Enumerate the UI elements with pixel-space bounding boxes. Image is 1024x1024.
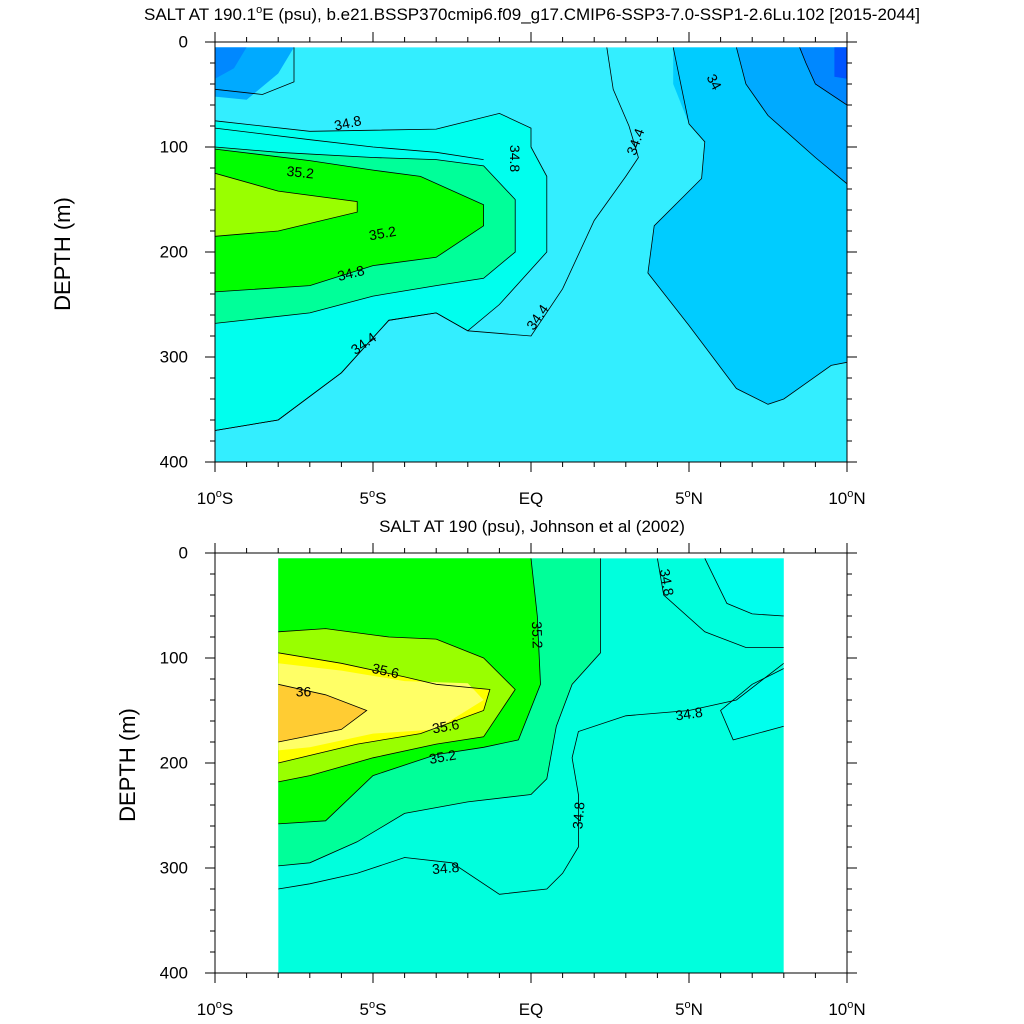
contour-line [720, 668, 784, 741]
contour-line [278, 662, 784, 895]
contour-label: 35.2 [368, 223, 398, 244]
x-tick-label: 5oS [360, 999, 387, 1019]
x-tick-label: 10oN [828, 999, 865, 1019]
y-tick-label: 0 [179, 33, 188, 52]
contour-field: 34.8 35.2 35.6 36 35.6 35.2 34.8 34.8 34.8 [278, 558, 784, 973]
contour-field: 34.835.235.234.834.434.834.434.434 [215, 47, 847, 462]
contour-label: 34 [704, 71, 726, 92]
x-tick-label: 5oS [360, 488, 387, 508]
y-tick-label: 0 [179, 544, 188, 563]
contour-line [215, 146, 516, 324]
model-y-axis-label: DEPTH (m) [50, 197, 75, 311]
contour-line [215, 47, 639, 431]
contour-label: 34.8 [674, 704, 703, 724]
contour-line [278, 652, 491, 764]
contour-label: 34.8 [657, 568, 678, 598]
observed-salinity-panel: SALT AT 190 (psu), Johnson et al (2002) … [115, 517, 866, 1019]
observed-panel-title: SALT AT 190 (psu), Johnson et al (2002) [379, 517, 685, 536]
x-tick-label: 10oN [828, 488, 865, 508]
contour-label: 36 [296, 684, 312, 700]
y-tick-label: 300 [160, 859, 188, 878]
y-tick-label: 400 [160, 964, 188, 983]
contour-label: 34.8 [336, 262, 367, 284]
contour-line [704, 558, 784, 617]
contour-fill-region [215, 47, 247, 79]
contour-line [647, 47, 847, 405]
contour-label: 34.8 [333, 112, 363, 133]
contour-line [799, 47, 847, 106]
model-contour-plot: 34.835.235.234.834.434.834.434.434010020… [160, 32, 866, 508]
contour-line [278, 683, 368, 743]
contour-label: 35.2 [428, 746, 458, 767]
x-tick-label: EQ [519, 489, 544, 508]
contour-line [215, 47, 295, 95]
y-tick-label: 300 [160, 348, 188, 367]
x-tick-label: 5oN [675, 999, 703, 1019]
contour-fill-region [720, 668, 784, 740]
y-tick-label: 200 [160, 243, 188, 262]
y-tick-label: 200 [160, 754, 188, 773]
contour-label: 34.8 [569, 801, 587, 830]
contour-label: 35.2 [286, 163, 315, 182]
contour-label: 35.6 [431, 716, 461, 737]
model-salinity-panel: SALT AT 190.1oE (psu), b.e21.BSSP370cmip… [50, 4, 920, 508]
contour-line [736, 47, 847, 185]
contour-fill-region [704, 558, 784, 616]
x-tick-label: 10oS [197, 488, 233, 508]
x-tick-label: 10oS [197, 999, 233, 1019]
contour-label: 34.8 [507, 145, 523, 172]
y-tick-label: 100 [160, 138, 188, 157]
observed-contour-plot: 34.8 35.2 35.6 36 35.6 35.2 34.8 34.8 34.8 0 100 20… [160, 543, 866, 1019]
x-tick-label: EQ [519, 1000, 544, 1019]
contour-fill-region [834, 47, 847, 79]
contour-line [657, 558, 784, 648]
contour-label: 35.2 [529, 621, 546, 649]
contour-line [278, 628, 516, 783]
contour-line [278, 558, 541, 825]
contour-line [215, 172, 358, 237]
observed-y-axis-label: DEPTH (m) [115, 708, 140, 822]
contour-line [215, 127, 484, 160]
x-tick-label: 5oN [675, 488, 703, 508]
y-tick-label: 100 [160, 649, 188, 668]
y-tick-label: 400 [160, 453, 188, 472]
contour-label: 35.6 [371, 660, 401, 681]
contour-fill-region [215, 149, 484, 292]
contour-label: 34.8 [431, 859, 460, 877]
contour-line [215, 148, 485, 293]
contour-line [278, 558, 601, 867]
contour-fill-region [278, 684, 367, 742]
model-panel-title: SALT AT 190.1oE (psu), b.e21.BSSP370cmip… [144, 4, 920, 24]
